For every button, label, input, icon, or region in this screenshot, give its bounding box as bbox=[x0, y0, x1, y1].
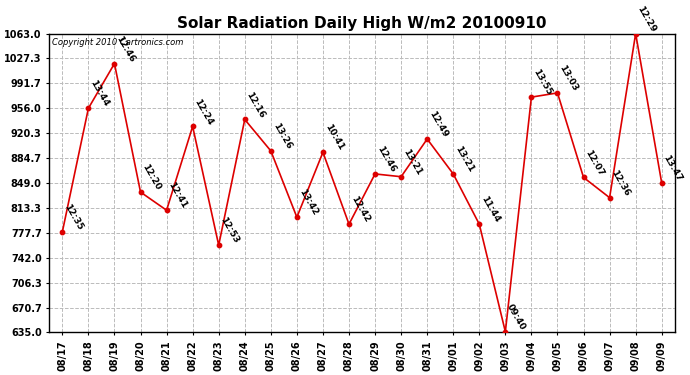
Title: Solar Radiation Daily High W/m2 20100910: Solar Radiation Daily High W/m2 20100910 bbox=[177, 16, 546, 31]
Point bbox=[109, 61, 120, 67]
Text: 13:03: 13:03 bbox=[558, 64, 580, 93]
Text: 12:46: 12:46 bbox=[115, 34, 137, 64]
Point bbox=[317, 149, 328, 155]
Text: 12:42: 12:42 bbox=[349, 195, 371, 224]
Point bbox=[265, 148, 276, 154]
Text: 13:55: 13:55 bbox=[531, 68, 553, 97]
Text: 09:40: 09:40 bbox=[505, 303, 527, 332]
Point bbox=[135, 189, 146, 195]
Text: 12:49: 12:49 bbox=[427, 110, 449, 139]
Text: 13:21: 13:21 bbox=[401, 147, 423, 177]
Text: 13:42: 13:42 bbox=[297, 188, 319, 217]
Text: 12:07: 12:07 bbox=[584, 148, 606, 177]
Text: 12:53: 12:53 bbox=[219, 216, 241, 245]
Text: 12:24: 12:24 bbox=[193, 97, 215, 126]
Text: 13:44: 13:44 bbox=[88, 79, 110, 108]
Point bbox=[187, 123, 198, 129]
Text: 12:29: 12:29 bbox=[635, 4, 658, 34]
Text: 12:16: 12:16 bbox=[245, 90, 267, 120]
Point bbox=[344, 221, 355, 227]
Text: 12:20: 12:20 bbox=[141, 163, 163, 192]
Point bbox=[213, 242, 224, 248]
Text: 13:26: 13:26 bbox=[270, 122, 293, 151]
Text: 12:36: 12:36 bbox=[609, 168, 632, 198]
Point bbox=[395, 174, 406, 180]
Point bbox=[630, 31, 641, 37]
Point bbox=[500, 329, 511, 335]
Text: 12:46: 12:46 bbox=[375, 144, 397, 174]
Text: 13:47: 13:47 bbox=[662, 153, 684, 183]
Text: Copyright 2010 Cartronics.com: Copyright 2010 Cartronics.com bbox=[52, 38, 184, 47]
Point bbox=[656, 180, 667, 186]
Point bbox=[448, 171, 459, 177]
Point bbox=[552, 90, 563, 96]
Point bbox=[578, 174, 589, 180]
Point bbox=[370, 171, 381, 177]
Text: 12:41: 12:41 bbox=[166, 181, 189, 210]
Point bbox=[604, 195, 615, 201]
Point bbox=[83, 105, 94, 111]
Point bbox=[422, 136, 433, 142]
Point bbox=[526, 94, 537, 100]
Text: 11:44: 11:44 bbox=[480, 195, 502, 224]
Text: 12:35: 12:35 bbox=[62, 202, 84, 232]
Point bbox=[161, 207, 172, 213]
Point bbox=[57, 229, 68, 235]
Point bbox=[239, 117, 250, 123]
Point bbox=[474, 221, 485, 227]
Point bbox=[291, 214, 302, 220]
Text: 13:21: 13:21 bbox=[453, 145, 475, 174]
Text: 10:41: 10:41 bbox=[323, 123, 345, 152]
